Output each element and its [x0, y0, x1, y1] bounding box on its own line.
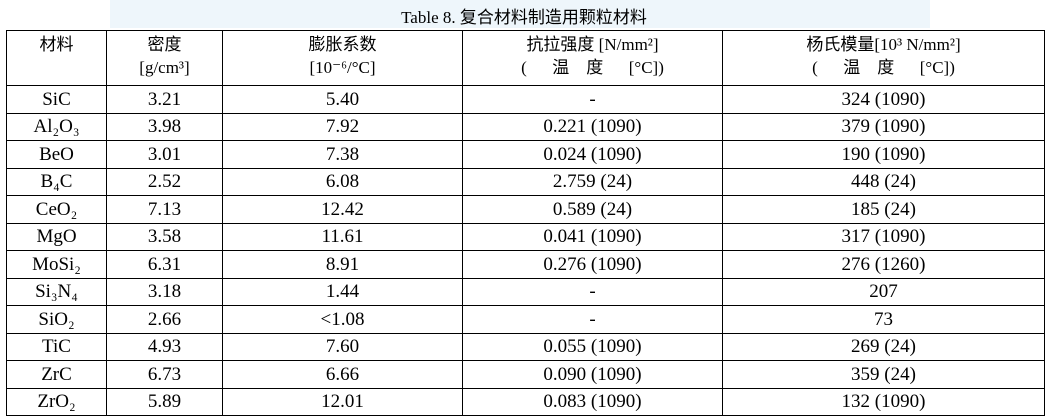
value-cell: 0.083 (1090): [462, 387, 723, 416]
value-cell: 3.58: [106, 222, 223, 251]
header-cell: 抗拉强度 [N/mm²] ( 温 度 [°C]): [462, 30, 723, 86]
header-cell: 密度 [g/cm³]: [106, 30, 223, 86]
value-cell: 0.090 (1090): [462, 360, 723, 389]
value-cell: 0.221 (1090): [462, 112, 723, 141]
table-row: MoSi₂ 6.31 8.91 0.276 (1090) 276 (1260): [6, 250, 1045, 279]
value-cell: 7.38: [222, 140, 463, 169]
value-cell: 5.89: [106, 387, 223, 416]
table-title: Table 8. 复合材料制造用颗粒材料: [401, 8, 647, 27]
value-cell: 324 (1090): [722, 85, 1045, 114]
value-cell: 185 (24): [722, 195, 1045, 224]
header-line: 杨氏模量[10³ N/mm²]: [806, 35, 961, 54]
header-line: 抗拉强度 [N/mm²]: [526, 35, 659, 54]
value-cell: 317 (1090): [722, 222, 1045, 251]
value-cell: 0.041 (1090): [462, 222, 723, 251]
material-cell: B₄C: [6, 167, 107, 196]
material-cell: MoSi₂: [6, 250, 107, 279]
value-cell: 0.055 (1090): [462, 332, 723, 361]
material-cell: Al₂O₃: [6, 112, 107, 141]
header-cell: 膨胀系数 [10⁻⁶/°C]: [222, 30, 463, 86]
value-cell: 190 (1090): [722, 140, 1045, 169]
header-line: 膨胀系数: [308, 35, 377, 54]
value-cell: <1.08: [222, 305, 463, 334]
value-cell: -: [462, 277, 723, 306]
value-cell: 207: [722, 277, 1045, 306]
title-band: [110, 0, 930, 28]
value-cell: 0.024 (1090): [462, 140, 723, 169]
value-cell: 12.01: [222, 387, 463, 416]
table-row: TiC 4.93 7.60 0.055 (1090) 269 (24): [6, 332, 1045, 361]
material-cell: CeO₂: [6, 195, 107, 224]
header-cell: 材料: [6, 30, 107, 86]
header-line: [g/cm³]: [139, 58, 190, 77]
value-cell: 6.08: [222, 167, 463, 196]
table-row: Si₃N₄ 3.18 1.44-207: [6, 277, 1045, 306]
material-cell: Si₃N₄: [6, 277, 107, 306]
value-cell: 6.66: [222, 360, 463, 389]
value-cell: 6.31: [106, 250, 223, 279]
material-cell: ZrC: [6, 360, 107, 389]
table-body: SiC 3.21 5.40-324 (1090) Al₂O₃ 3.98 7.92 0.221…: [6, 85, 1045, 416]
value-cell: 12.42: [222, 195, 463, 224]
material-cell: TiC: [6, 332, 107, 361]
table-row: ZrO₂ 5.89 12.01 0.083 (1090) 132 (1090): [6, 387, 1045, 416]
value-cell: 1.44: [222, 277, 463, 306]
value-cell: 2.759 (24): [462, 167, 723, 196]
value-cell: 5.40: [222, 85, 463, 114]
value-cell: 2.52: [106, 167, 223, 196]
value-cell: 3.01: [106, 140, 223, 169]
table-row: SiO₂ 2.66 <1.08-73: [6, 305, 1045, 334]
value-cell: 6.73: [106, 360, 223, 389]
value-cell: 379 (1090): [722, 112, 1045, 141]
header-line: ( 温 度 [°C]): [812, 58, 955, 77]
value-cell: 3.18: [106, 277, 223, 306]
value-cell: -: [462, 85, 723, 114]
header-line: 密度: [147, 35, 182, 54]
value-cell: 276 (1260): [722, 250, 1045, 279]
value-cell: 8.91: [222, 250, 463, 279]
table-row: B₄C 2.52 6.08 2.759 (24) 448 (24): [6, 167, 1045, 196]
value-cell: 0.276 (1090): [462, 250, 723, 279]
value-cell: 0.589 (24): [462, 195, 723, 224]
table-row: CeO₂ 7.13 12.42 0.589 (24) 185 (24): [6, 195, 1045, 224]
table-row: Al₂O₃ 3.98 7.92 0.221 (1090) 379 (1090): [6, 112, 1045, 141]
table-row: ZrC 6.73 6.66 0.090 (1090) 359 (24): [6, 360, 1045, 389]
value-cell: 3.98: [106, 112, 223, 141]
value-cell: 2.66: [106, 305, 223, 334]
value-cell: 4.93: [106, 332, 223, 361]
value-cell: 73: [722, 305, 1045, 334]
value-cell: 132 (1090): [722, 387, 1045, 416]
value-cell: 269 (24): [722, 332, 1045, 361]
header-line: 材料: [39, 35, 74, 54]
header-row: 材料 密度 [g/cm³] 膨胀系数 [10⁻⁶/°C] 抗拉强度 [N/mm²] ( 温 …: [6, 30, 1045, 86]
value-cell: 3.21: [106, 85, 223, 114]
table-row: SiC 3.21 5.40-324 (1090): [6, 85, 1045, 114]
value-cell: 11.61: [222, 222, 463, 251]
table-row: MgO 3.58 11.61 0.041 (1090) 317 (1090): [6, 222, 1045, 251]
material-cell: ZrO₂: [6, 387, 107, 416]
value-cell: 448 (24): [722, 167, 1045, 196]
table-row: BeO 3.01 7.38 0.024 (1090) 190 (1090): [6, 140, 1045, 169]
value-cell: -: [462, 305, 723, 334]
material-cell: SiO₂: [6, 305, 107, 334]
value-cell: 7.92: [222, 112, 463, 141]
data-table: 材料 密度 [g/cm³] 膨胀系数 [10⁻⁶/°C] 抗拉强度 [N/mm²] ( 温 …: [6, 30, 1045, 416]
header-line: [10⁻⁶/°C]: [309, 58, 376, 77]
material-cell: BeO: [6, 140, 107, 169]
value-cell: 7.13: [106, 195, 223, 224]
value-cell: 359 (24): [722, 360, 1045, 389]
material-cell: MgO: [6, 222, 107, 251]
value-cell: 7.60: [222, 332, 463, 361]
header-line: ( 温 度 [°C]): [521, 58, 664, 77]
header-cell: 杨氏模量[10³ N/mm²] ( 温 度 [°C]): [722, 30, 1045, 86]
material-cell: SiC: [6, 85, 107, 114]
